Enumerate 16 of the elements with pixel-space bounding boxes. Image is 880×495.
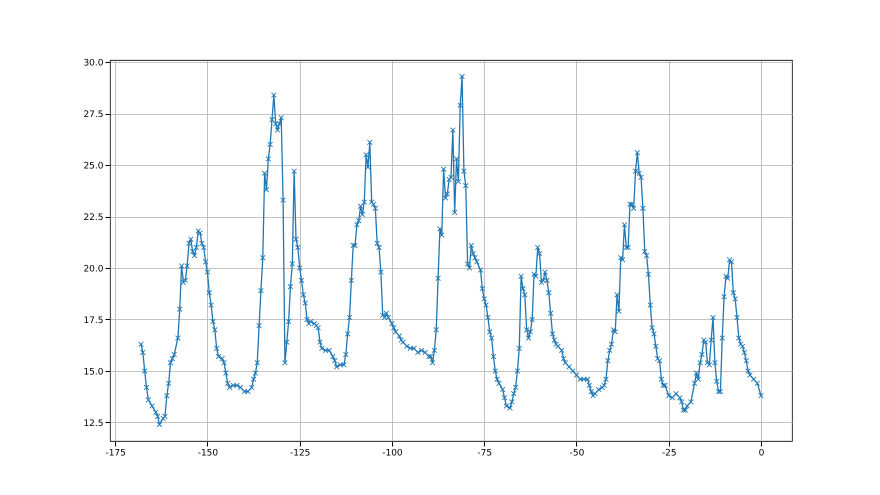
x-tick-label: -150 xyxy=(198,448,218,458)
y-tick-label: 20.0 xyxy=(83,264,104,275)
y-tick-label: 22.5 xyxy=(83,213,104,224)
x-tick-label: -75 xyxy=(477,448,492,458)
y-tick-label: 25.0 xyxy=(83,162,104,172)
x-tick-label: -25 xyxy=(662,448,677,458)
y-tick-label: 30.0 xyxy=(83,58,104,69)
y-tick-label: 15.0 xyxy=(83,367,104,378)
x-tick-label: -175 xyxy=(105,448,126,458)
x-tick-label: -125 xyxy=(290,448,310,458)
x-tick-label: -100 xyxy=(382,448,403,458)
y-tick-label: 27.5 xyxy=(83,110,104,120)
y-tick-label: 12.5 xyxy=(83,418,104,429)
y-tick-label: 17.5 xyxy=(83,316,104,326)
x-tick-label: -50 xyxy=(570,448,585,458)
x-tick-label: 0 xyxy=(758,448,765,458)
